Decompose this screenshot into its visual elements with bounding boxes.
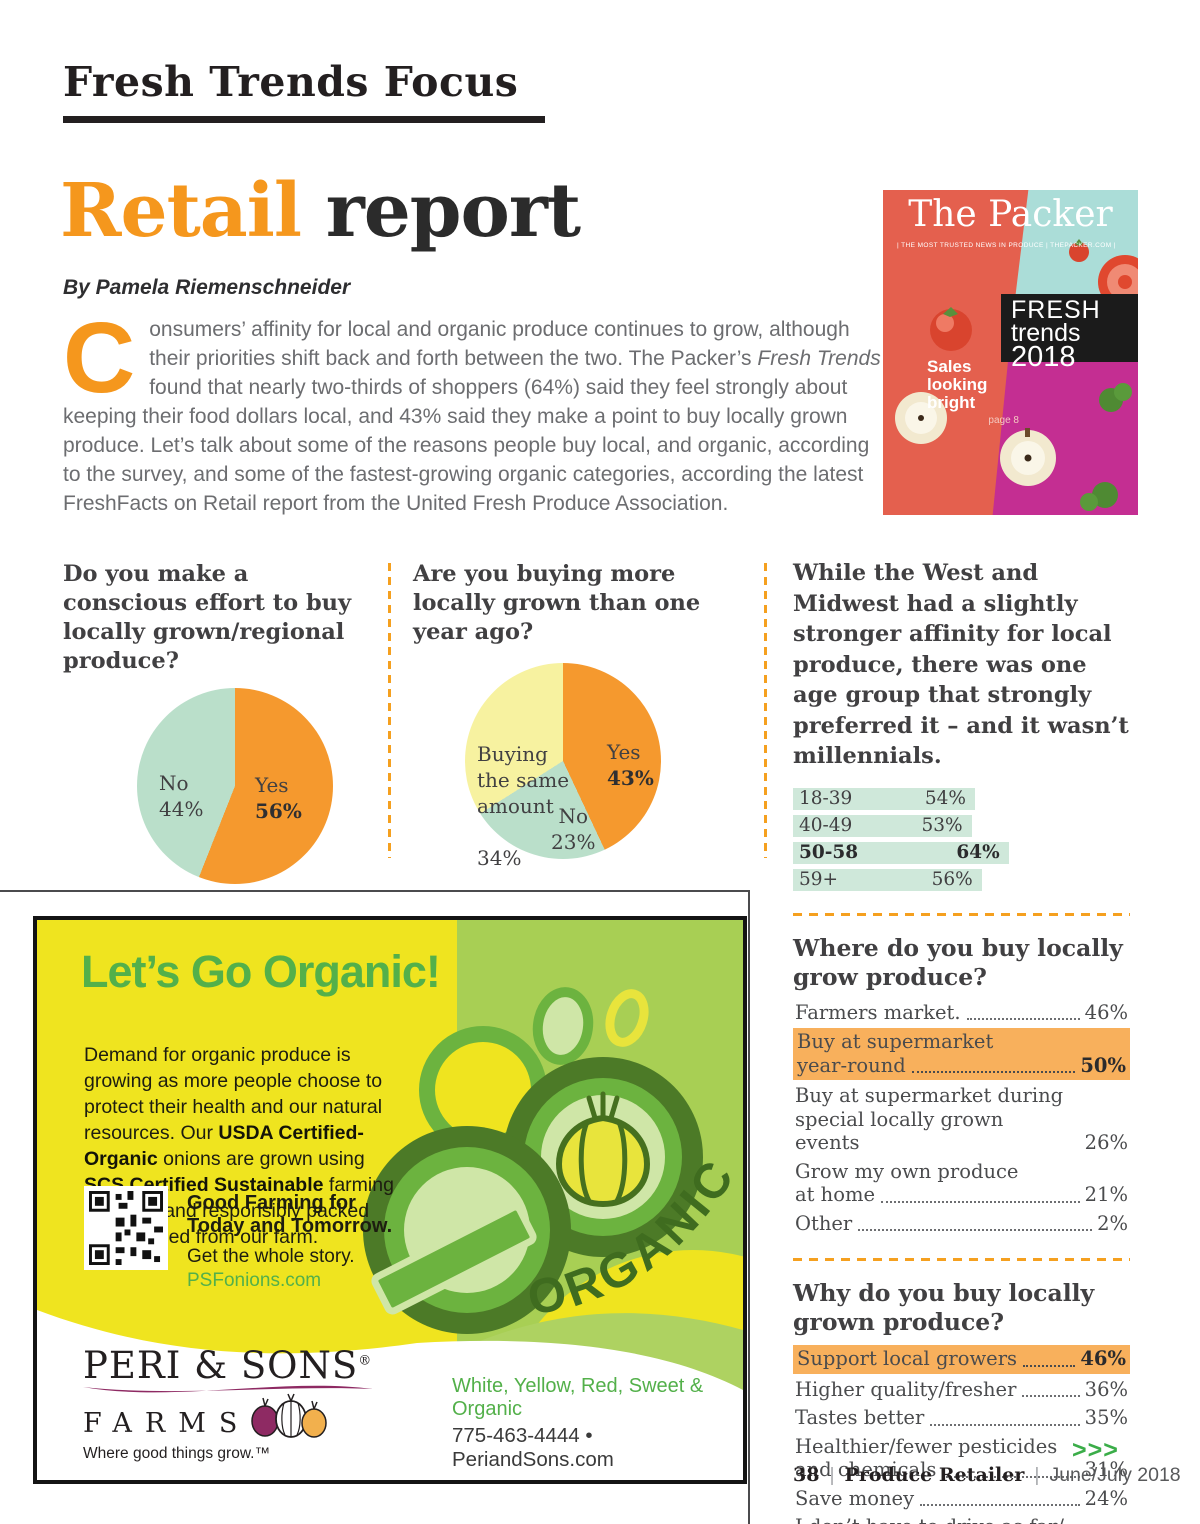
- qr-code: [84, 1186, 168, 1270]
- age-table-row-highlighted: 50-58 64%: [793, 841, 1130, 864]
- pie2-label-same: Buying the same amount 34%: [477, 742, 570, 870]
- cover-feature-line3: 2018: [1011, 341, 1076, 373]
- page-footer: 38 | Produce Retailer | June/July 2018: [793, 1464, 1181, 1486]
- ad-contact-block: White, Yellow, Red, Sweet & Organic 775-…: [452, 1375, 732, 1484]
- survey-item: Grow my own produce at home 21%: [795, 1159, 1128, 1207]
- phone-number: 775-463-4444: [452, 1424, 580, 1447]
- peri-and-sons-logo: PERI & SONS® FARMS Whe: [83, 1344, 383, 1463]
- age-table: 18-39 54% 40-49 53% 50-58 64% 59+ 56%: [793, 787, 1130, 891]
- dashed-divider-vertical-2: [764, 563, 767, 858]
- peri-and-sons-ad: ORGANIC Let’s Go Organic! Demand for org…: [33, 916, 747, 1484]
- ad-container: ORGANIC Let’s Go Organic! Demand for org…: [0, 890, 750, 1524]
- age-table-row: 18-39 54%: [793, 787, 1130, 810]
- kicker-underline: [63, 116, 545, 123]
- right-rail: While the West and Midwest had a slightl…: [793, 558, 1130, 1524]
- onion-icon: [555, 1091, 651, 1208]
- cover-feature-line2: trends: [1011, 319, 1081, 347]
- drop-cap: C: [63, 302, 136, 414]
- cover-feature-line1: FRESH: [1011, 296, 1101, 324]
- pie-chart-conscious-effort: No 44% Yes 56%: [137, 688, 333, 884]
- intro-text-1: onsumers’ affinity for local and organic…: [149, 318, 850, 370]
- ad-cta-text: Get the whole story.: [187, 1246, 355, 1267]
- survey-item: Farmers market. 46%: [795, 1000, 1128, 1024]
- logo-brand-text: PERI & SONS: [83, 1344, 359, 1387]
- go-organic-graphic: ORGANIC: [363, 987, 743, 1334]
- intro-text-italic: Fresh Trends: [757, 347, 881, 370]
- broccoli-icon: [1080, 383, 1132, 511]
- psf-onions-link[interactable]: PSFonions.com: [187, 1270, 322, 1291]
- survey-item: I don’t have to drive as far/ help envir…: [793, 1514, 1130, 1524]
- pinterest-icon[interactable]: p: [544, 1482, 579, 1484]
- issue-date: June/July 2018: [1049, 1464, 1181, 1486]
- registered-mark: ®: [358, 1353, 373, 1369]
- phone-and-site: 775-463-4444 • PeriandSons.com: [452, 1424, 614, 1471]
- packer-magazine-cover: The Packer | THE MOST TRUSTED NEWS IN PR…: [883, 190, 1138, 515]
- tomato-left-icon: [930, 307, 972, 351]
- survey-item: Healthier/fewer pesticides and chemicals…: [795, 1434, 1128, 1482]
- article-title-rest: report: [300, 168, 581, 254]
- chart-section-buying-more: Are you buying more locally grown than o…: [413, 560, 747, 870]
- ad-tagline: Good Farming for Today and Tomorrow.: [187, 1192, 393, 1237]
- survey-item-highlighted: Support local growers 46%: [793, 1345, 1130, 1374]
- linkedin-icon[interactable]: in: [636, 1482, 671, 1484]
- ad-wave-decoration: [37, 1310, 743, 1480]
- byline: By Pamela Riemenschneider: [63, 276, 351, 299]
- ad-headline: Let’s Go Organic!: [81, 946, 441, 997]
- apple-half-center-icon: [1000, 428, 1056, 486]
- cover-teaser-text: Sales looking bright: [927, 357, 988, 412]
- social-icons-row: f p YouTube in: [452, 1482, 732, 1484]
- why-section-title: Why do you buy locally grown produce?: [793, 1279, 1095, 1336]
- pie1-label-no: No 44%: [159, 771, 204, 821]
- survey-item: Save money 24%: [795, 1486, 1128, 1510]
- cover-masthead: The Packer: [908, 194, 1113, 235]
- article-title: Retail report: [60, 168, 581, 254]
- survey-item: Tastes better 35%: [795, 1406, 1128, 1429]
- tomato-small-icon: [1069, 239, 1089, 262]
- article-title-accent: Retail: [60, 168, 302, 254]
- twitter-icon[interactable]: [498, 1482, 533, 1484]
- where-section-title: Where do you buy locally grow produce?: [793, 933, 1123, 991]
- survey-item-highlighted: Buy at supermarket year-round 50%: [793, 1028, 1130, 1080]
- product-list-text: White, Yellow, Red, Sweet & Organic: [452, 1375, 704, 1420]
- facebook-icon[interactable]: f: [452, 1482, 487, 1484]
- age-aside-text: While the West and Midwest had a slightl…: [793, 560, 1129, 769]
- intro-text-2: found that nearly two-thirds of shoppers…: [63, 376, 870, 515]
- survey-item: Higher quality/fresher 36%: [795, 1377, 1128, 1401]
- section-kicker: Fresh Trends Focus: [63, 58, 519, 106]
- survey-item: Buy at supermarket during special locall…: [795, 1084, 1128, 1154]
- cover-teaser-page: page 8: [988, 415, 1019, 426]
- publication-name: Produce Retailer: [844, 1464, 1025, 1486]
- age-table-row: 40-49 53%: [793, 814, 1130, 837]
- why-list: Support local growers 46% Higher quality/…: [793, 1345, 1130, 1524]
- onions-trio-icon: [251, 1393, 328, 1438]
- where-list: Farmers market. 46% Buy at supermarket ye…: [793, 1000, 1130, 1237]
- cover-tagline: | THE MOST TRUSTED NEWS IN PRODUCE | THE…: [897, 242, 1116, 249]
- letter-g-ring: [363, 1126, 571, 1334]
- logo-farms-text: FARMS: [83, 1408, 251, 1439]
- dashed-divider-horizontal-1: [793, 912, 1130, 916]
- chart-question-2: Are you buying more locally grown than o…: [413, 561, 701, 645]
- pie2-label-yes: Yes 43%: [607, 740, 654, 790]
- pie-chart-buying-more: Buying the same amount 34% Yes 43% No 23…: [465, 663, 661, 870]
- logo-swoosh: [83, 1385, 373, 1393]
- logo-slogan: Where good things grow.™: [83, 1445, 270, 1462]
- chart-question-1: Do you make a conscious effort to buy lo…: [63, 561, 352, 674]
- page-number: 38: [793, 1464, 820, 1486]
- apple-half-left-icon: [895, 392, 947, 444]
- cover-teaser: Sales looking bright page 8: [927, 358, 1019, 430]
- dashed-divider-vertical-1: [388, 563, 391, 858]
- age-table-row: 59+ 56%: [793, 868, 1130, 891]
- survey-item: Other 2%: [795, 1211, 1128, 1235]
- pie1-label-yes: Yes 56%: [255, 773, 302, 823]
- periandsons-link[interactable]: PeriandSons.com: [452, 1448, 614, 1471]
- cover-feature-box: FRESH trends 2018: [1001, 294, 1138, 372]
- pie2-label-no: No 23%: [551, 804, 596, 854]
- continued-arrows-icon: >>>: [1072, 1436, 1119, 1464]
- cover-magenta-panel: [992, 336, 1138, 515]
- dashed-divider-horizontal-2: [793, 1258, 1130, 1261]
- chart-section-conscious-effort: Do you make a conscious effort to buy lo…: [63, 560, 375, 884]
- youtube-icon[interactable]: YouTube: [590, 1482, 625, 1484]
